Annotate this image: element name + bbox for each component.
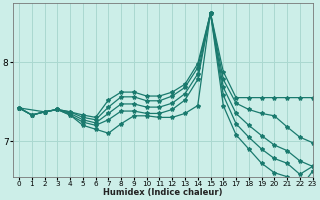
- X-axis label: Humidex (Indice chaleur): Humidex (Indice chaleur): [103, 188, 222, 197]
